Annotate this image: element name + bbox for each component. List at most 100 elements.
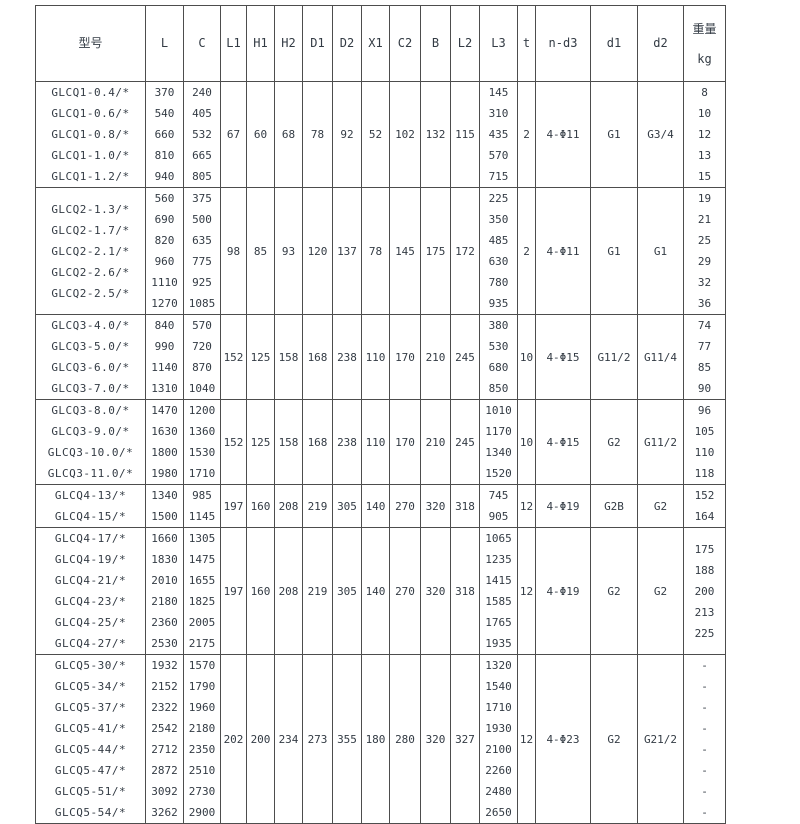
- cell-d2: 355: [332, 654, 362, 824]
- cell-c: 240 405 532 665 805: [183, 81, 221, 188]
- cell-l3: 380 530 680 850: [479, 314, 518, 400]
- cell-d1: 78: [302, 81, 333, 188]
- cell-h2: 68: [274, 81, 303, 188]
- cell-d2: 305: [332, 484, 362, 528]
- cell-weights: 8 10 12 13 15: [683, 81, 726, 188]
- cell-d1-thread: G11/2: [590, 314, 638, 400]
- cell-c2: 145: [389, 187, 421, 315]
- cell-l1: 197: [220, 527, 247, 655]
- cell-t: 12: [517, 654, 536, 824]
- col-header-d2: D2: [332, 5, 362, 82]
- cell-x1: 110: [361, 399, 390, 485]
- cell-l3: 1320 1540 1710 1930 2100 2260 2480 2650: [479, 654, 518, 824]
- cell-h2: 234: [274, 654, 303, 824]
- cell-l3: 145 310 435 570 715: [479, 81, 518, 188]
- cell-l: 1660 1830 2010 2180 2360 2530: [145, 527, 184, 655]
- cell-weights: 175 188 200 213 225: [683, 527, 726, 655]
- cell-h2: 208: [274, 527, 303, 655]
- cell-l2: 245: [450, 399, 480, 485]
- col-header-d2-thread: d2: [637, 5, 684, 82]
- cell-t: 12: [517, 527, 536, 655]
- cell-d1: 168: [302, 314, 333, 400]
- cell-d1-thread: G2: [590, 654, 638, 824]
- cell-d1-thread: G2: [590, 527, 638, 655]
- col-header-h1: H1: [246, 5, 275, 82]
- cell-l1: 197: [220, 484, 247, 528]
- cell-b: 210: [420, 399, 451, 485]
- cell-d1: 219: [302, 484, 333, 528]
- weight-unit: kg: [697, 52, 712, 66]
- cell-models: GLCQ5-30/* GLCQ5-34/* GLCQ5-37/* GLCQ5-4…: [35, 654, 146, 824]
- col-header-l: L: [145, 5, 184, 82]
- cell-nd3: 4-Φ11: [535, 187, 591, 315]
- cell-models: GLCQ1-0.4/* GLCQ1-0.6/* GLCQ1-0.8/* GLCQ…: [35, 81, 146, 188]
- cell-x1: 180: [361, 654, 390, 824]
- cell-d2-thread: G11/4: [637, 314, 684, 400]
- cell-d2-thread: G3/4: [637, 81, 684, 188]
- cell-d2-thread: G2: [637, 484, 684, 528]
- cell-l2: 245: [450, 314, 480, 400]
- weight-label: 重量: [692, 22, 717, 36]
- cell-l: 840 990 1140 1310: [145, 314, 184, 400]
- col-header-weight: 重量 kg: [683, 5, 726, 82]
- cell-d1: 168: [302, 399, 333, 485]
- cell-c2: 170: [389, 399, 421, 485]
- cell-d1: 273: [302, 654, 333, 824]
- cell-d2: 92: [332, 81, 362, 188]
- cell-t: 12: [517, 484, 536, 528]
- cell-l2: 318: [450, 527, 480, 655]
- cell-x1: 78: [361, 187, 390, 315]
- cell-l2: 172: [450, 187, 480, 315]
- cell-h1: 60: [246, 81, 275, 188]
- cell-models: GLCQ3-8.0/* GLCQ3-9.0/* GLCQ3-10.0/* GLC…: [35, 399, 146, 485]
- cell-b: 320: [420, 527, 451, 655]
- cell-c2: 102: [389, 81, 421, 188]
- cell-models: GLCQ4-17/* GLCQ4-19/* GLCQ4-21/* GLCQ4-2…: [35, 527, 146, 655]
- cell-d2: 238: [332, 314, 362, 400]
- cell-c: 1305 1475 1655 1825 2005 2175: [183, 527, 221, 655]
- cell-l2: 318: [450, 484, 480, 528]
- cell-d2-thread: G11/2: [637, 399, 684, 485]
- cell-d1-thread: G2B: [590, 484, 638, 528]
- cell-d2: 305: [332, 527, 362, 655]
- cell-c: 1570 1790 1960 2180 2350 2510 2730 2900: [183, 654, 221, 824]
- cell-l: 560 690 820 960 1110 1270: [145, 187, 184, 315]
- cell-l: 1932 2152 2322 2542 2712 2872 3092 3262: [145, 654, 184, 824]
- table-body: GLCQ1-0.4/* GLCQ1-0.6/* GLCQ1-0.8/* GLCQ…: [35, 81, 726, 824]
- cell-l2: 327: [450, 654, 480, 824]
- cell-b: 210: [420, 314, 451, 400]
- cell-d2-thread: G21/2: [637, 654, 684, 824]
- cell-d2: 137: [332, 187, 362, 315]
- cell-l1: 152: [220, 314, 247, 400]
- cell-h2: 158: [274, 399, 303, 485]
- cell-l3: 745 905: [479, 484, 518, 528]
- cell-h2: 208: [274, 484, 303, 528]
- col-header-l3: L3: [479, 5, 518, 82]
- cell-b: 175: [420, 187, 451, 315]
- cell-l1: 67: [220, 81, 247, 188]
- cell-c: 375 500 635 775 925 1085: [183, 187, 221, 315]
- cell-c2: 280: [389, 654, 421, 824]
- cell-c2: 170: [389, 314, 421, 400]
- cell-c: 570 720 870 1040: [183, 314, 221, 400]
- cell-x1: 110: [361, 314, 390, 400]
- header-row: 型号 L C L1 H1 H2 D1 D2 X1 C2 B L2 L3 t n-…: [35, 5, 726, 82]
- cell-d2: 238: [332, 399, 362, 485]
- table-header: 型号 L C L1 H1 H2 D1 D2 X1 C2 B L2 L3 t n-…: [35, 5, 726, 82]
- cell-l1: 98: [220, 187, 247, 315]
- cell-nd3: 4-Φ15: [535, 314, 591, 400]
- cell-t: 2: [517, 187, 536, 315]
- cell-d1-thread: G1: [590, 81, 638, 188]
- cell-l: 1470 1630 1800 1980: [145, 399, 184, 485]
- cell-c2: 270: [389, 484, 421, 528]
- cell-h2: 93: [274, 187, 303, 315]
- cell-models: GLCQ4-13/* GLCQ4-15/*: [35, 484, 146, 528]
- table-row-group-glcq3a: GLCQ3-4.0/* GLCQ3-5.0/* GLCQ3-6.0/* GLCQ…: [35, 314, 726, 400]
- col-header-model: 型号: [35, 5, 146, 82]
- cell-d1-thread: G1: [590, 187, 638, 315]
- cell-l: 1340 1500: [145, 484, 184, 528]
- cell-l3: 1065 1235 1415 1585 1765 1935: [479, 527, 518, 655]
- cell-d2-thread: G1: [637, 187, 684, 315]
- cell-x1: 140: [361, 484, 390, 528]
